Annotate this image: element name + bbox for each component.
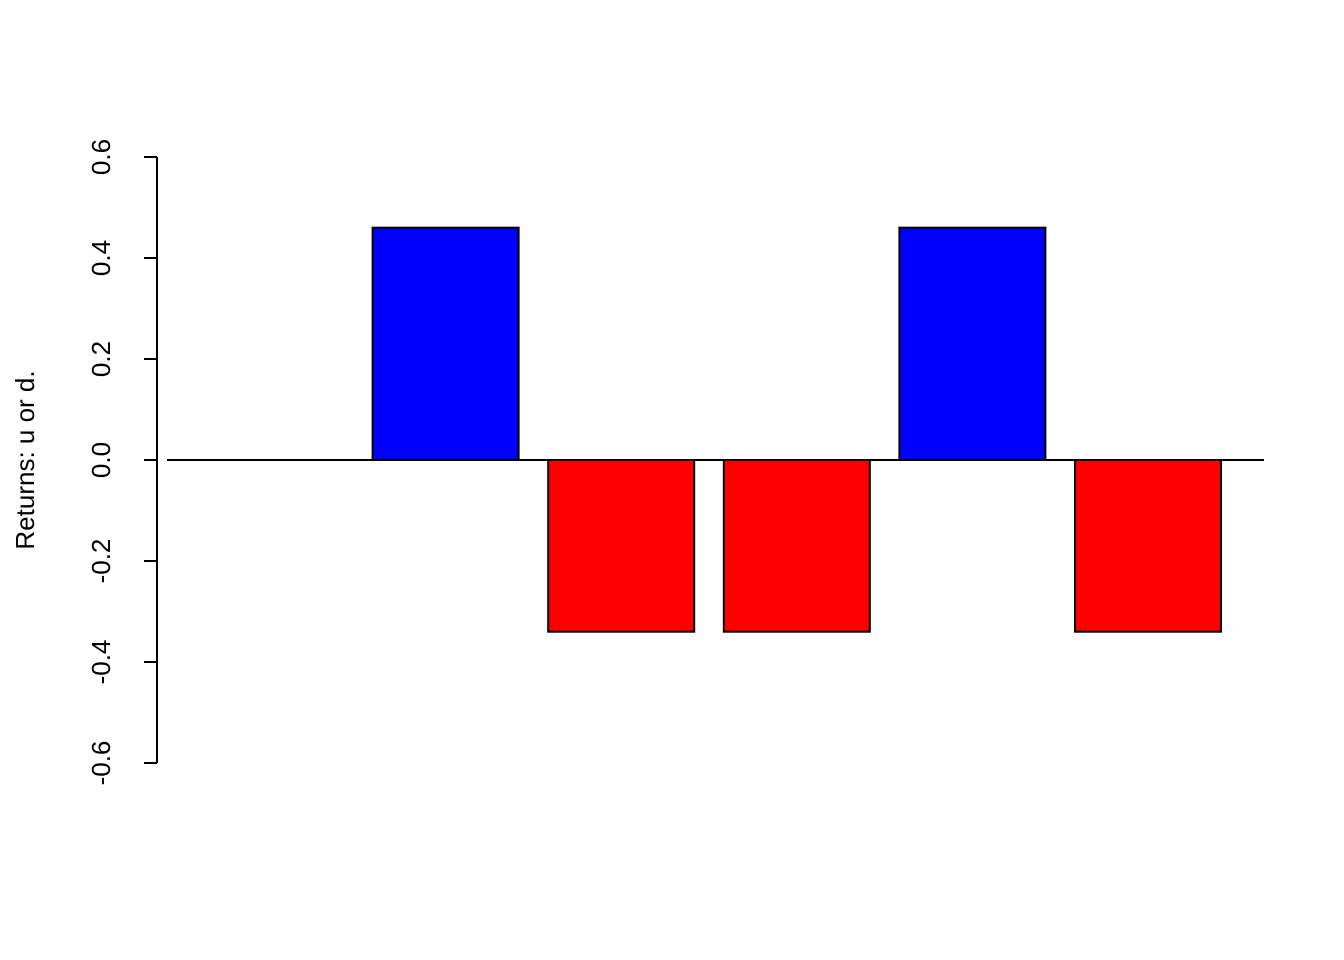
bar	[722, 459, 871, 633]
bar	[1074, 459, 1222, 633]
y-tick-label: 0.2	[86, 341, 116, 377]
y-tick-label: -0.4	[86, 640, 116, 685]
y-tick-label: 0.6	[86, 139, 116, 175]
y-axis: -0.6 -0.4 -0.2 0.0 0.2 0.4 0.6	[86, 139, 158, 786]
y-axis-title: Returns: u or d.	[10, 370, 40, 549]
bars-group	[371, 226, 1222, 633]
y-tick-label: 0.4	[86, 240, 116, 276]
bar	[371, 226, 520, 461]
y-tick-label: -0.6	[86, 741, 116, 786]
bar	[547, 459, 696, 633]
bar	[898, 226, 1047, 461]
y-tick-label: -0.2	[86, 539, 116, 584]
y-tick-label: 0.0	[86, 442, 116, 478]
